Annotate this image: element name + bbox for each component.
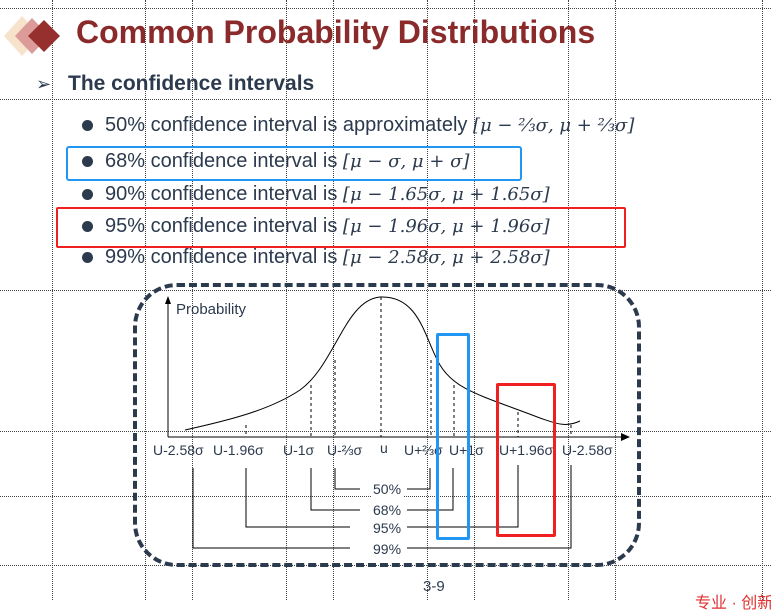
section-heading: The confidence intervals [68, 72, 315, 95]
bell-curve [184, 296, 581, 431]
tick-label: u [380, 440, 388, 456]
tick-label: U-2.58σ [562, 442, 613, 458]
pct-label: 68% [371, 502, 404, 518]
tick-label: U-2.58σ [153, 442, 204, 458]
tick-label: U-1.96σ [213, 442, 264, 458]
diagram-frame [133, 283, 641, 567]
slide-title: Common Probability Distributions [76, 14, 596, 50]
pct-label: 99% [371, 541, 404, 557]
red-highlight-box [496, 383, 556, 537]
tick-label: U-1σ [283, 442, 315, 458]
list-item: 90% confidence interval is [μ − 1.65σ, μ… [82, 183, 550, 206]
blue-highlight-box [436, 333, 470, 540]
list-item: 95% confidence interval is [μ − 1.96σ, μ… [82, 215, 550, 238]
highlight-68-box [66, 146, 522, 181]
tick-label: U-⅔σ [327, 442, 363, 458]
pct-label: 50% [371, 481, 404, 497]
page-number: 3-9 [423, 578, 445, 595]
list-item: 68% confidence interval is [μ − σ, μ + σ… [82, 150, 469, 173]
tick-label: U+1.96σ [499, 442, 554, 458]
highlight-95-box [56, 207, 626, 248]
list-item: 99% confidence interval is [μ − 2.58σ, μ… [82, 246, 550, 269]
bullet-arrow-icon: ➢ [36, 74, 52, 94]
pct-label: 95% [371, 520, 404, 536]
tick-label: U+⅔σ [404, 442, 443, 458]
brand-text: 专业 · 创新 [695, 595, 771, 612]
y-axis-label: Probability [176, 301, 247, 318]
title-diamonds-icon [4, 16, 60, 56]
tick-label: U+1σ [449, 442, 484, 458]
normal-curve-diagram [165, 296, 630, 549]
list-item: 50% confidence interval is approximately… [82, 114, 634, 137]
